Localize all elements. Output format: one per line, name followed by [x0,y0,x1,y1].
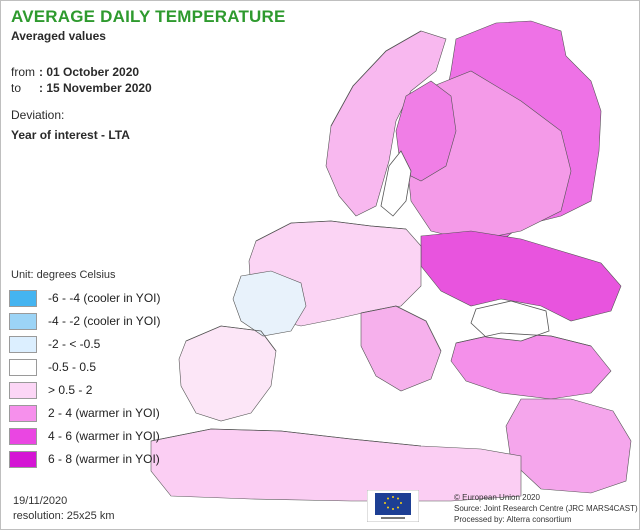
deviation-label: Deviation: [11,108,65,122]
map-title: AVERAGE DAILY TEMPERATURE [11,7,286,26]
legend-swatch [9,428,37,445]
baltic-sea [380,150,412,217]
region-france [232,270,307,337]
from-value: : 01 October 2020 [39,65,140,79]
to-label: to [11,81,22,95]
region-iberia [178,325,277,422]
region-balkans [360,305,442,392]
legend-label: 6 - 8 (warmer in YOI) [48,452,160,466]
legend-item: -4 - -2 (cooler in YOI) [9,311,169,334]
legend-label: 2 - 4 (warmer in YOI) [48,406,160,420]
region-finland [395,80,457,182]
legend-label: -0.5 - 0.5 [48,360,97,374]
legend-swatch [9,290,37,307]
legend-swatch [9,405,37,422]
legend-swatch [9,382,37,399]
deviation-description: Year of interest - LTA [11,128,130,142]
legend-label: -4 - -2 (cooler in YOI) [48,314,161,328]
region-turkey [450,332,612,400]
legend-item: 4 - 6 (warmer in YOI) [9,426,169,449]
eu-flag-icon [367,490,419,522]
credit-line: © European Union 2020 [454,493,540,502]
legend-swatch [9,336,37,353]
legend-item: -6 - -4 (cooler in YOI) [9,288,169,311]
legend-swatch [9,313,37,330]
black-sea [470,300,550,342]
publication-date: 19/11/2020 [13,495,68,507]
legend-label: -2 - < -0.5 [48,337,101,351]
legend-label: 4 - 6 (warmer in YOI) [48,429,160,443]
credit-line: Source: Joint Research Centre (JRC MARS4… [454,504,638,513]
legend-swatch [9,359,37,376]
resolution: resolution: 25x25 km [13,510,115,522]
date-period: from : 01 October 2020 to : 15 November 20… [11,64,152,96]
legend-item: 6 - 8 (warmer in YOI) [9,449,169,472]
legend-item: -2 - < -0.5 [9,334,169,357]
credits: © European Union 2020 Source: Joint Rese… [454,492,638,525]
legend-swatch [9,451,37,468]
to-value: : 15 November 2020 [39,81,152,95]
unit-label: Unit: degrees Celsius [11,269,116,281]
legend-label: > 0.5 - 2 [48,383,93,397]
legend-item: > 0.5 - 2 [9,380,169,403]
map-subtitle: Averaged values [11,29,106,43]
region-north-africa [150,428,522,502]
legend-item: 2 - 4 (warmer in YOI) [9,403,169,426]
from-label: from [11,65,35,79]
legend-label: -6 - -4 (cooler in YOI) [48,291,161,305]
region-middle-east [505,398,632,494]
legend: -6 - -4 (cooler in YOI) -4 - -2 (cooler … [9,288,169,472]
credit-line: Processed by: Alterra consortium [454,515,572,524]
region-ukraine-hot [420,230,622,322]
legend-item: -0.5 - 0.5 [9,357,169,380]
